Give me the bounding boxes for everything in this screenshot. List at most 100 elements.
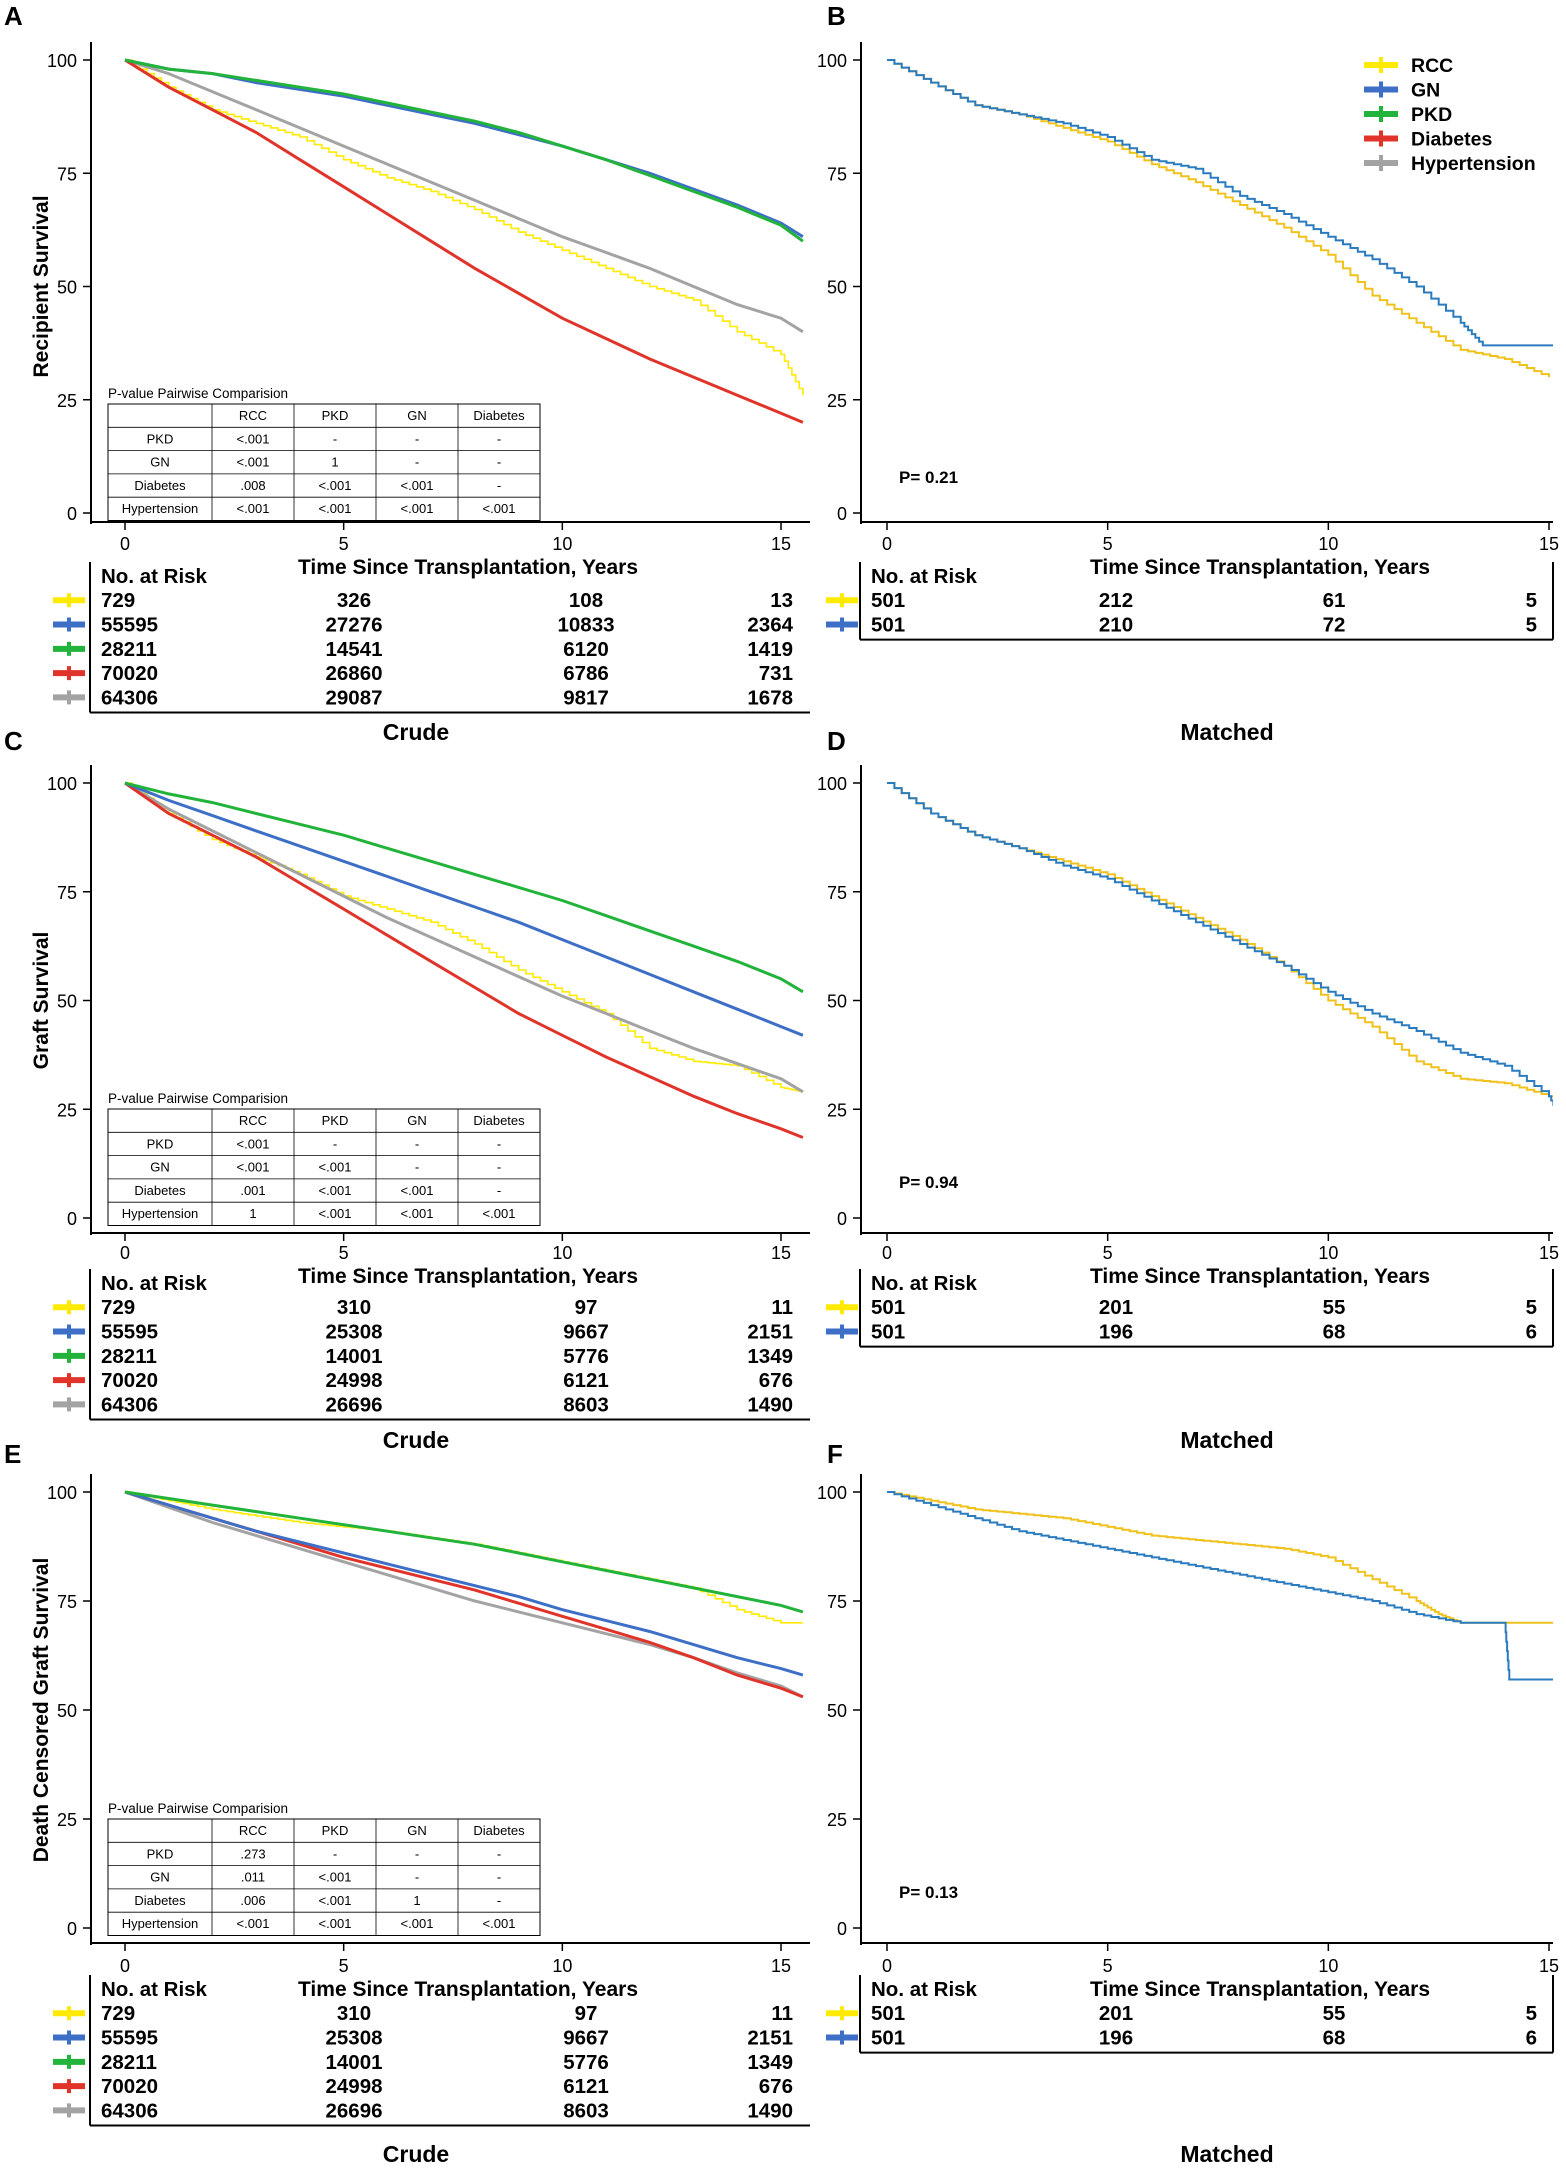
- risk-value: 5776: [563, 1345, 609, 1368]
- pvalue-table-cell: <.001: [319, 501, 352, 516]
- x-tick-label: 0: [882, 1243, 892, 1263]
- risk-value: 61: [1323, 589, 1346, 612]
- pvalue-table-cell: 1: [249, 1206, 256, 1221]
- y-tick-label: 25: [57, 1810, 77, 1830]
- risk-value: 1349: [747, 1345, 793, 1368]
- risk-table-title: No. at Risk: [101, 565, 208, 588]
- risk-value: 11: [771, 1296, 793, 1319]
- pvalue-table-cell: 1: [331, 455, 338, 470]
- risk-table-title: No. at Risk: [101, 1978, 208, 2001]
- series-line-gn: [887, 59, 1553, 347]
- y-axis-label: Death Censored Graft Survival: [30, 1558, 53, 1863]
- y-tick-label: 0: [837, 504, 847, 524]
- y-tick-label: 50: [827, 1701, 847, 1721]
- risk-value: 68: [1323, 1321, 1346, 1344]
- pvalue-table-cell: GN: [150, 1160, 170, 1175]
- risk-value: 97: [575, 2002, 598, 2025]
- risk-value: 6: [1526, 1321, 1537, 1344]
- panel-letter: A: [4, 1, 23, 31]
- pvalue-table-cell: -: [333, 1846, 337, 1861]
- series-line-rcc: [887, 1491, 1553, 1624]
- risk-value: 2151: [747, 2027, 793, 2050]
- pvalue-table-frame: [107, 1818, 541, 1936]
- pvalue-table-cell: <.001: [237, 1160, 270, 1175]
- risk-table-title: No. at Risk: [871, 565, 978, 588]
- risk-value: 55595: [101, 2027, 158, 2050]
- pvalue-table-cell: PKD: [147, 1846, 174, 1861]
- risk-value: 28211: [101, 2051, 157, 2074]
- x-tick-label: 5: [1103, 1243, 1113, 1263]
- pvalue-table-frame: [107, 403, 541, 521]
- risk-value: 8603: [563, 2099, 609, 2122]
- pvalue-table-cell: RCC: [239, 408, 267, 423]
- pvalue-table-cell: Diabetes: [134, 1183, 186, 1198]
- panel-caption: Crude: [383, 719, 449, 745]
- x-axis-label: Time Since Transplantation, Years: [1090, 556, 1430, 579]
- series-line-pkd: [124, 781, 804, 994]
- risk-value: 24998: [325, 1369, 382, 1392]
- risk-value: 24998: [325, 2075, 382, 2098]
- panel-a: A 0 25 50 75 100 0 5 10 15 Time Since Transplantat…: [4, 1, 810, 745]
- risk-value: 55595: [101, 614, 158, 637]
- risk-value: 2151: [747, 1321, 793, 1344]
- pvalue-table-cell: -: [415, 431, 419, 446]
- series-line-diabetes: [124, 781, 804, 1139]
- risk-value: 8603: [563, 1393, 609, 1416]
- pvalue-table-cell: <.001: [319, 1160, 352, 1175]
- risk-value: 201: [1099, 2002, 1133, 2025]
- risk-value: 212: [1099, 589, 1133, 612]
- y-tick-label: 100: [47, 774, 77, 794]
- series-line-gn: [124, 58, 804, 238]
- risk-table-title: No. at Risk: [871, 1272, 978, 1295]
- risk-value: 1678: [747, 686, 793, 709]
- legend-label-diabetes: Diabetes: [1411, 129, 1492, 151]
- series-line-gn: [124, 1490, 804, 1677]
- risk-value: 64306: [101, 2099, 158, 2122]
- pvalue-table-cell: <.001: [237, 1916, 270, 1931]
- risk-value: 14001: [325, 2051, 382, 2074]
- risk-value: 196: [1099, 1321, 1133, 1344]
- panel-letter: E: [4, 1439, 21, 1469]
- x-axis-label: Time Since Transplantation, Years: [298, 1265, 638, 1288]
- y-tick-label: 75: [57, 883, 77, 903]
- panel-letter: C: [4, 726, 23, 756]
- risk-value: 6120: [563, 638, 609, 661]
- risk-value: 26696: [325, 2099, 382, 2122]
- y-tick-label: 50: [827, 278, 847, 298]
- risk-value: 9817: [563, 686, 609, 709]
- series-line-hypertension: [124, 58, 804, 334]
- risk-value: 28211: [101, 1345, 157, 1368]
- pvalue-table-cell: Diabetes: [134, 478, 186, 493]
- risk-value: 9667: [563, 2027, 609, 2050]
- x-tick-label: 5: [339, 1243, 349, 1263]
- risk-value: 501: [871, 2002, 905, 2025]
- pvalue-table-frame: [107, 1108, 541, 1226]
- risk-value: 13: [770, 589, 793, 612]
- y-tick-label: 50: [827, 992, 847, 1012]
- risk-value: 26696: [325, 1393, 382, 1416]
- series-line-gn: [887, 782, 1553, 1106]
- y-tick-label: 75: [57, 1592, 77, 1612]
- pvalue-table-cell: RCC: [239, 1113, 267, 1128]
- x-tick-label: 10: [1318, 1243, 1338, 1263]
- pvalue-table-cell: -: [497, 478, 501, 493]
- pvalue-table-cell: -: [415, 1846, 419, 1861]
- risk-value: 1349: [747, 2051, 793, 2074]
- risk-value: 64306: [101, 1393, 158, 1416]
- risk-value: 501: [871, 1321, 905, 1344]
- risk-value: 10833: [557, 614, 614, 637]
- panel-caption: Matched: [1180, 719, 1273, 745]
- risk-value: 29087: [325, 686, 382, 709]
- pvalue-table-cell: .011: [241, 1870, 265, 1885]
- panel-letter: F: [827, 1439, 843, 1469]
- risk-value: 55: [1323, 1296, 1346, 1319]
- x-tick-label: 5: [339, 534, 349, 554]
- pvalue-table-cell: <.001: [319, 1183, 352, 1198]
- panel-caption: Crude: [383, 1427, 449, 1453]
- pvalue-table-cell: <.001: [319, 1870, 352, 1885]
- pvalue-table-cell: -: [497, 1183, 501, 1198]
- panel-caption: Matched: [1180, 1427, 1273, 1453]
- risk-value: 5: [1526, 589, 1537, 612]
